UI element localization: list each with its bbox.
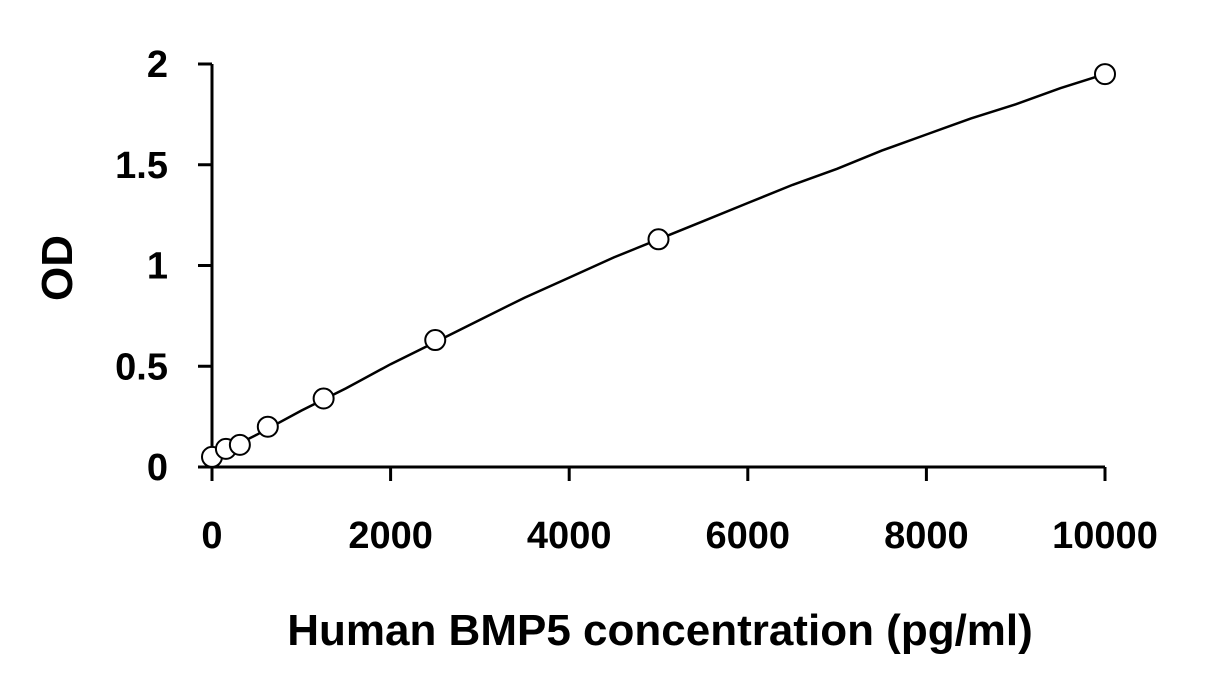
x-axis-ticks: 0 2000 4000 6000 8000 10000: [201, 467, 1158, 557]
data-point: [424, 329, 447, 352]
y-tick-label: 2: [147, 44, 168, 86]
y-axis-title: OD: [33, 235, 82, 301]
x-tick-label: 6000: [706, 515, 791, 557]
x-tick-label: 0: [201, 515, 222, 557]
x-tick-label: 4000: [527, 515, 612, 557]
x-tick-label: 10000: [1052, 515, 1158, 557]
fit-curve-line: [211, 72, 1106, 459]
y-tick-label: 1.5: [115, 145, 168, 187]
y-tick-label: 0.5: [115, 346, 168, 388]
y-tick-label: 1: [147, 246, 168, 288]
x-tick-label: 2000: [348, 515, 433, 557]
data-points: [201, 63, 1116, 468]
x-tick-label: 8000: [884, 515, 969, 557]
y-axis-ticks: 0 0.5 1 1.5 2: [115, 44, 212, 489]
data-point: [647, 228, 670, 251]
data-point: [256, 415, 279, 438]
data-point: [312, 387, 335, 410]
data-point: [1094, 63, 1116, 86]
y-tick-label: 0: [147, 447, 168, 489]
x-axis-title: Human BMP5 concentration (pg/ml): [287, 606, 1033, 655]
data-point: [228, 433, 251, 456]
